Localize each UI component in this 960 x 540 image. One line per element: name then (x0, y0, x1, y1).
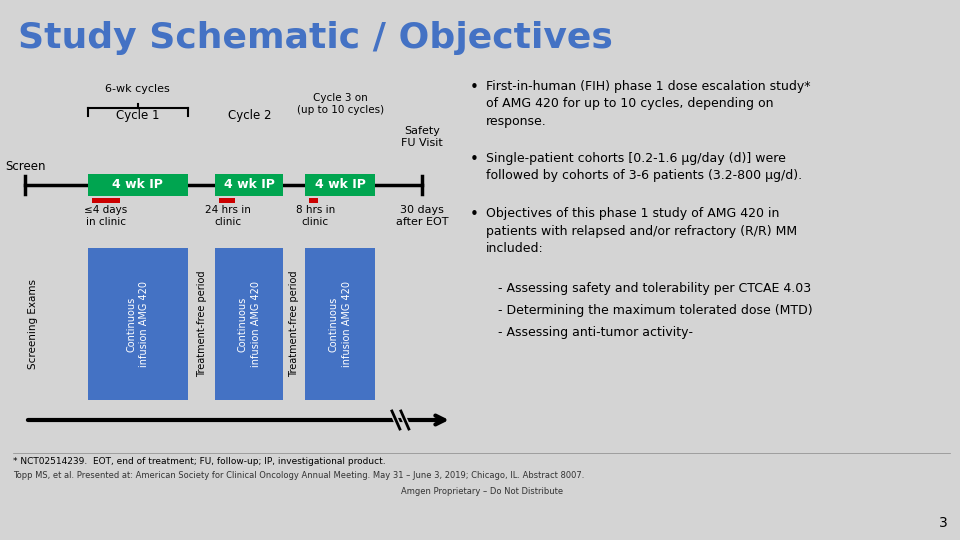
Text: Continuous
infusion AMG 420: Continuous infusion AMG 420 (238, 281, 261, 367)
Text: Cycle 2: Cycle 2 (228, 109, 271, 122)
Text: •: • (469, 207, 478, 222)
Text: 24 hrs in
clinic: 24 hrs in clinic (204, 205, 251, 227)
Text: Topp MS, et al. Presented at: American Society for Clinical Oncology Annual Meet: Topp MS, et al. Presented at: American S… (13, 471, 585, 480)
Text: •: • (469, 152, 478, 167)
Text: First-in-human (FIH) phase 1 dose escalation study*
of AMG 420 for up to 10 cycl: First-in-human (FIH) phase 1 dose escala… (486, 80, 810, 128)
Bar (215, 248, 283, 400)
Text: Objectives of this phase 1 study of AMG 420 in
patients with relapsed and/or ref: Objectives of this phase 1 study of AMG … (486, 207, 797, 255)
Text: Continuous
infusion AMG 420: Continuous infusion AMG 420 (126, 281, 150, 367)
Text: 8 hrs in
clinic: 8 hrs in clinic (296, 205, 335, 227)
Text: Cycle 3 on
(up to 10 cycles): Cycle 3 on (up to 10 cycles) (297, 92, 384, 115)
Text: 6-wk cycles: 6-wk cycles (106, 84, 170, 94)
Text: ≤4 days
in clinic: ≤4 days in clinic (84, 205, 128, 227)
Text: 3: 3 (939, 516, 948, 530)
Text: - Determining the maximum tolerated dose (MTD): - Determining the maximum tolerated dose… (497, 304, 812, 317)
Text: Screen: Screen (5, 160, 45, 173)
Bar (215, 174, 283, 196)
Bar (305, 174, 375, 196)
Text: 4 wk IP: 4 wk IP (224, 179, 275, 192)
Text: Safety
FU Visit: Safety FU Visit (401, 126, 443, 148)
Text: 4 wk IP: 4 wk IP (315, 179, 366, 192)
Bar (92, 198, 120, 203)
Text: 4 wk IP: 4 wk IP (112, 179, 163, 192)
Bar (220, 198, 235, 203)
Text: 30 days
after EOT: 30 days after EOT (396, 205, 448, 227)
Text: - Assessing safety and tolerability per CTCAE 4.03: - Assessing safety and tolerability per … (497, 282, 810, 295)
Text: Single-patient cohorts [0.2-1.6 μg/day (d)] were
followed by cohorts of 3-6 pati: Single-patient cohorts [0.2-1.6 μg/day (… (486, 152, 802, 183)
Text: Treatment-free period: Treatment-free period (289, 271, 300, 377)
Text: - Assessing anti‑tumor activity‑: - Assessing anti‑tumor activity‑ (497, 326, 692, 339)
Text: Continuous
infusion AMG 420: Continuous infusion AMG 420 (328, 281, 351, 367)
Bar (305, 248, 375, 400)
Bar (88, 174, 187, 196)
Text: •: • (469, 80, 478, 95)
Text: Screening Exams: Screening Exams (28, 279, 38, 369)
Text: Cycle 1: Cycle 1 (116, 109, 159, 122)
Bar (88, 248, 187, 400)
Text: Amgen Proprietary – Do Not Distribute: Amgen Proprietary – Do Not Distribute (400, 487, 563, 496)
Bar (309, 198, 318, 203)
Text: * NCT02514239.  EOT, end of treatment; FU, follow-up; IP, investigational produc: * NCT02514239. EOT, end of treatment; FU… (13, 457, 386, 466)
Text: Treatment-free period: Treatment-free period (197, 271, 206, 377)
Text: Study Schematic / Objectives: Study Schematic / Objectives (18, 21, 613, 55)
